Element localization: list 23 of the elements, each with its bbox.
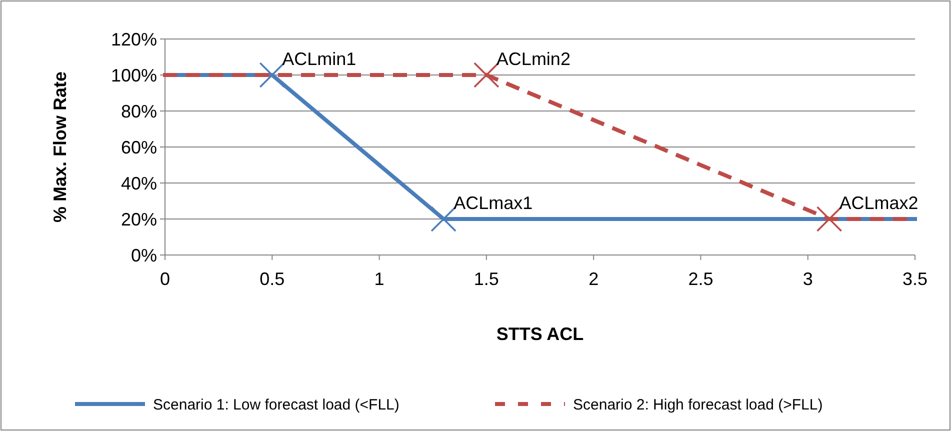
legend-label: Scenario 1: Low forecast load (<FLL) [153,396,400,414]
annotation: ACLmin2 [496,49,570,69]
y-tick-label: 20% [120,209,157,230]
x-tick-label: 2 [588,269,599,289]
x-tick-label: 2.5 [688,269,714,289]
y-tick-label: 60% [120,137,157,158]
x-tick-label: 3.5 [902,269,928,289]
x-tick-label: 3 [802,269,813,289]
annotation: ACLmin1 [282,49,356,69]
legend-label: Scenario 2: High forecast load (>FLL) [573,396,823,414]
y-tick-label: 0% [130,245,157,266]
x-tick-label: 1 [374,269,384,289]
x-tick-label: 0 [160,269,170,289]
x-tick-label: 0.5 [260,269,285,289]
y-tick-label: 40% [120,173,157,194]
y-tick-label: 100% [110,65,157,86]
annotation: ACLmax2 [839,193,918,213]
annotation: ACLmax1 [454,193,533,213]
y-tick-label: 80% [120,101,157,122]
y-axis-title: % Max. Flow Rate [50,71,70,223]
x-tick-label: 1.5 [474,269,499,289]
x-axis-title: STTS ACL [496,324,584,344]
y-tick-label: 120% [110,29,157,50]
